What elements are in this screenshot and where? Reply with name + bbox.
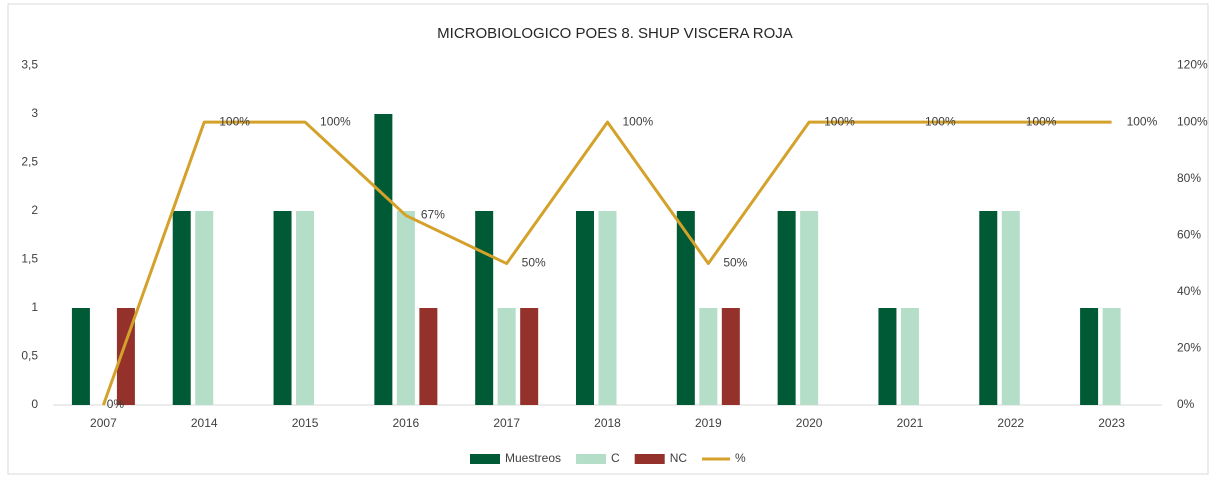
bar (676, 211, 695, 405)
legend-label: % (735, 451, 746, 465)
legend-label: Muestreos (505, 451, 561, 465)
y2-tick-label: 80% (1177, 171, 1201, 185)
bar (721, 308, 740, 405)
y-tick-label: 3 (31, 106, 38, 120)
bar (296, 211, 315, 405)
bar (273, 211, 292, 405)
legend-label: C (611, 451, 620, 465)
data-label: 67% (421, 208, 445, 222)
bar (520, 308, 539, 405)
x-tick-label: 2007 (90, 416, 117, 430)
bar (71, 308, 90, 405)
bar (1001, 211, 1020, 405)
chart-title: MICROBIOLOGICO POES 8. SHUP VISCERA ROJA (437, 25, 793, 42)
y-tick-label: 3,5 (21, 58, 38, 72)
bar (172, 211, 191, 405)
data-label: 100% (320, 114, 351, 128)
x-tick-label: 2021 (897, 416, 924, 430)
legend-swatch (576, 454, 607, 464)
legend-swatch (634, 454, 665, 464)
y2-tick-label: 20% (1177, 341, 1201, 355)
bar (979, 211, 998, 405)
data-label: 100% (1026, 114, 1057, 128)
bar (598, 211, 617, 405)
x-tick-label: 2023 (1098, 416, 1125, 430)
bar (419, 308, 438, 405)
bar (699, 308, 718, 405)
data-label: 100% (219, 114, 250, 128)
x-tick-label: 2022 (997, 416, 1024, 430)
data-label: 50% (723, 256, 747, 270)
y-tick-label: 2 (31, 203, 38, 217)
x-tick-label: 2020 (796, 416, 823, 430)
bar (396, 211, 415, 405)
y-tick-label: 0,5 (21, 349, 38, 363)
y2-tick-label: 0% (1177, 397, 1195, 411)
x-tick-label: 2019 (695, 416, 722, 430)
x-tick-label: 2018 (594, 416, 621, 430)
y-tick-label: 0 (31, 397, 38, 411)
bar (900, 308, 919, 405)
line (101, 120, 1112, 406)
data-label: 100% (623, 114, 654, 128)
bar (878, 308, 897, 405)
bar (800, 211, 819, 405)
x-tick-label: 2015 (292, 416, 319, 430)
data-label: 100% (925, 114, 956, 128)
data-label: 100% (1127, 114, 1158, 128)
bar (1080, 308, 1099, 405)
legend-label: NC (670, 451, 688, 465)
x-tick-label: 2017 (493, 416, 520, 430)
y-tick-label: 1 (31, 300, 38, 314)
bar (475, 211, 494, 405)
bar (576, 211, 594, 405)
legend-swatch (470, 454, 500, 464)
y2-tick-label: 100% (1177, 114, 1208, 128)
x-tick-label: 2016 (393, 416, 420, 430)
y2-tick-label: 40% (1177, 284, 1201, 298)
bar (777, 211, 796, 405)
bar (374, 114, 393, 405)
y-tick-label: 2,5 (21, 155, 38, 169)
bar (1102, 308, 1121, 405)
bar (195, 211, 214, 405)
x-tick-label: 2014 (191, 416, 218, 430)
y2-tick-label: 120% (1177, 58, 1208, 72)
data-label: 100% (824, 114, 855, 128)
y2-tick-label: 60% (1177, 227, 1201, 241)
bar (497, 308, 516, 405)
y-tick-label: 1,5 (21, 252, 38, 266)
data-label: 0% (107, 397, 125, 411)
data-label: 50% (522, 256, 546, 270)
